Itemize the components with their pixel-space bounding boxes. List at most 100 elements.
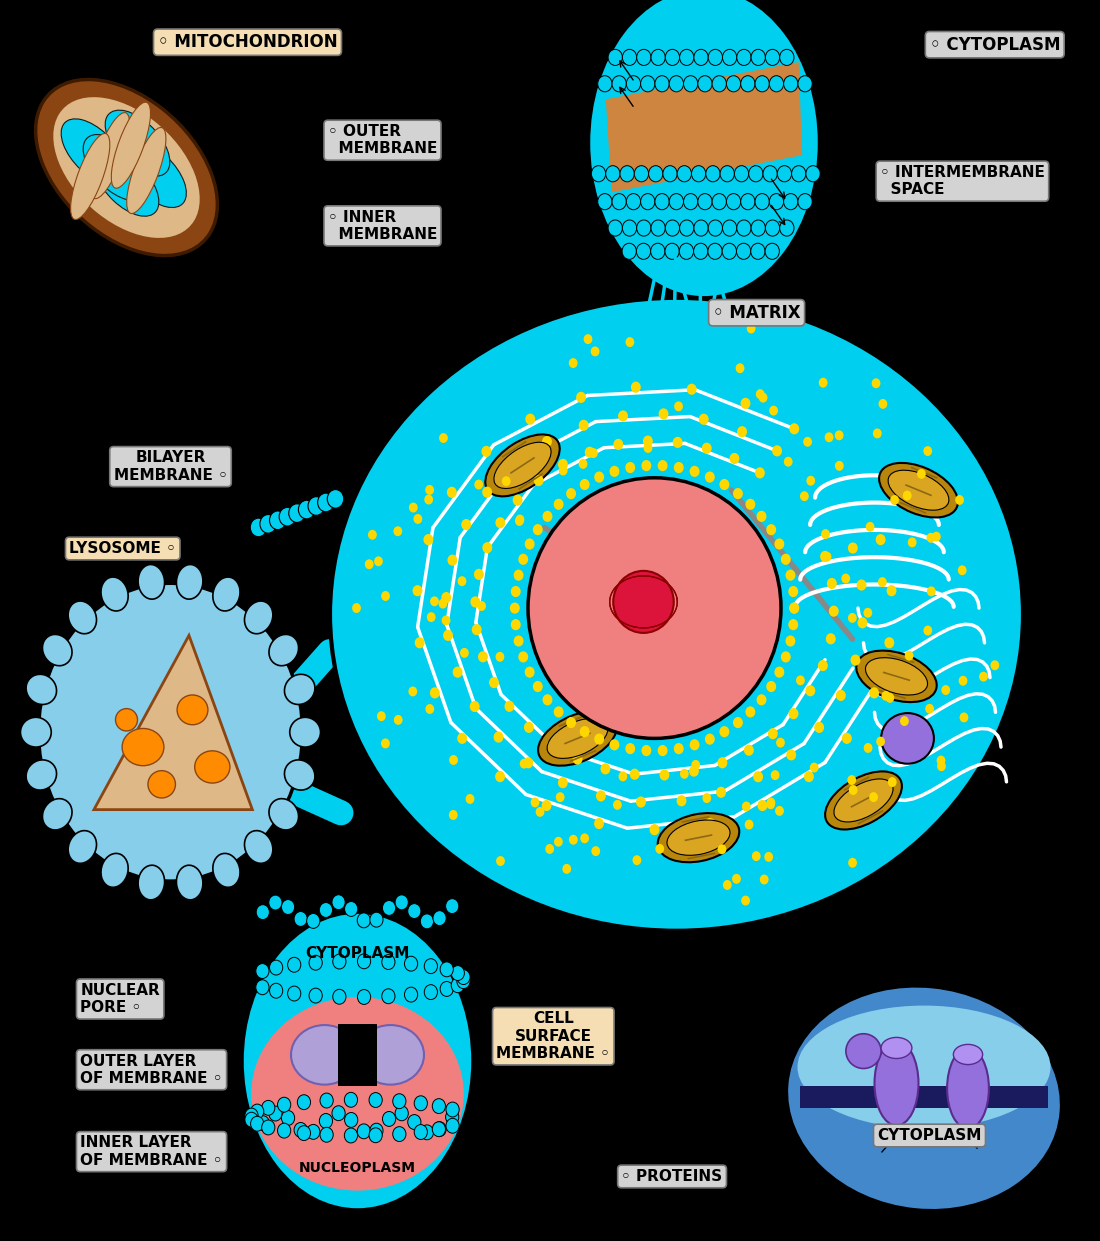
Circle shape <box>821 551 830 562</box>
Ellipse shape <box>106 110 169 176</box>
Circle shape <box>746 706 756 717</box>
Ellipse shape <box>84 134 147 201</box>
Circle shape <box>297 1126 310 1140</box>
Circle shape <box>456 969 470 984</box>
Text: ◦ MATRIX: ◦ MATRIX <box>713 304 801 321</box>
Ellipse shape <box>588 0 820 298</box>
Circle shape <box>702 443 712 454</box>
Circle shape <box>446 898 459 913</box>
Ellipse shape <box>751 50 766 66</box>
Circle shape <box>848 542 858 553</box>
Circle shape <box>806 475 815 485</box>
Circle shape <box>333 954 346 969</box>
Circle shape <box>772 446 782 457</box>
Circle shape <box>613 800 621 810</box>
Circle shape <box>821 529 829 539</box>
Circle shape <box>745 819 754 829</box>
Circle shape <box>482 486 492 498</box>
Circle shape <box>352 603 361 613</box>
Ellipse shape <box>834 779 893 822</box>
Circle shape <box>542 436 552 447</box>
Circle shape <box>878 577 887 587</box>
Circle shape <box>740 398 750 410</box>
Ellipse shape <box>139 565 165 599</box>
Circle shape <box>705 472 715 483</box>
Circle shape <box>881 691 890 701</box>
Circle shape <box>746 499 756 510</box>
Circle shape <box>569 359 578 369</box>
Circle shape <box>958 566 967 576</box>
Circle shape <box>759 392 768 402</box>
Circle shape <box>430 597 439 607</box>
Circle shape <box>917 469 926 479</box>
Circle shape <box>559 465 568 475</box>
Text: NUCLEAR
PORE ◦: NUCLEAR PORE ◦ <box>80 983 161 1015</box>
Circle shape <box>959 712 968 722</box>
Circle shape <box>818 377 827 387</box>
Ellipse shape <box>147 771 176 798</box>
Ellipse shape <box>111 102 151 189</box>
Circle shape <box>785 635 795 647</box>
Circle shape <box>719 479 729 490</box>
Ellipse shape <box>706 166 721 181</box>
Circle shape <box>800 491 808 501</box>
Circle shape <box>641 460 651 472</box>
Circle shape <box>542 511 552 522</box>
Circle shape <box>609 740 619 751</box>
Circle shape <box>294 912 307 927</box>
Circle shape <box>631 381 641 392</box>
Circle shape <box>370 912 383 927</box>
Ellipse shape <box>612 76 626 92</box>
Circle shape <box>433 1122 447 1137</box>
Circle shape <box>674 401 683 411</box>
Ellipse shape <box>683 194 697 210</box>
Circle shape <box>294 1123 307 1138</box>
Circle shape <box>636 797 646 808</box>
Circle shape <box>908 537 916 547</box>
Ellipse shape <box>68 601 97 634</box>
Ellipse shape <box>786 987 1062 1210</box>
Ellipse shape <box>735 166 749 181</box>
Ellipse shape <box>751 220 766 236</box>
Circle shape <box>674 462 684 473</box>
Ellipse shape <box>242 912 473 1210</box>
Circle shape <box>576 392 586 403</box>
Circle shape <box>426 704 434 714</box>
Circle shape <box>282 1111 295 1126</box>
Circle shape <box>786 750 796 761</box>
Circle shape <box>519 758 528 768</box>
Circle shape <box>705 818 715 829</box>
Ellipse shape <box>740 76 755 92</box>
Circle shape <box>414 514 422 524</box>
Circle shape <box>733 488 742 499</box>
Ellipse shape <box>298 500 315 519</box>
Circle shape <box>319 1113 332 1128</box>
Circle shape <box>805 685 815 696</box>
Ellipse shape <box>798 1005 1050 1128</box>
Text: ◦ INNER
  MEMBRANE: ◦ INNER MEMBRANE <box>328 210 437 242</box>
Circle shape <box>510 619 520 630</box>
Text: CELL
SURFACE
MEMBRANE ◦: CELL SURFACE MEMBRANE ◦ <box>496 1011 610 1061</box>
Ellipse shape <box>692 166 706 181</box>
Circle shape <box>556 792 564 802</box>
Circle shape <box>937 761 946 771</box>
Circle shape <box>835 460 844 470</box>
Circle shape <box>673 437 683 448</box>
Ellipse shape <box>358 1025 424 1085</box>
Ellipse shape <box>251 519 266 537</box>
Circle shape <box>524 722 534 733</box>
Circle shape <box>569 835 578 845</box>
Circle shape <box>826 633 836 644</box>
Circle shape <box>609 465 619 477</box>
Circle shape <box>358 989 371 1004</box>
Ellipse shape <box>888 470 949 510</box>
Circle shape <box>774 666 784 678</box>
Ellipse shape <box>270 799 298 830</box>
Circle shape <box>827 578 837 589</box>
Ellipse shape <box>494 442 551 489</box>
Circle shape <box>767 524 777 535</box>
Circle shape <box>936 756 945 766</box>
Circle shape <box>514 635 524 647</box>
Circle shape <box>474 479 483 489</box>
Ellipse shape <box>866 658 927 695</box>
